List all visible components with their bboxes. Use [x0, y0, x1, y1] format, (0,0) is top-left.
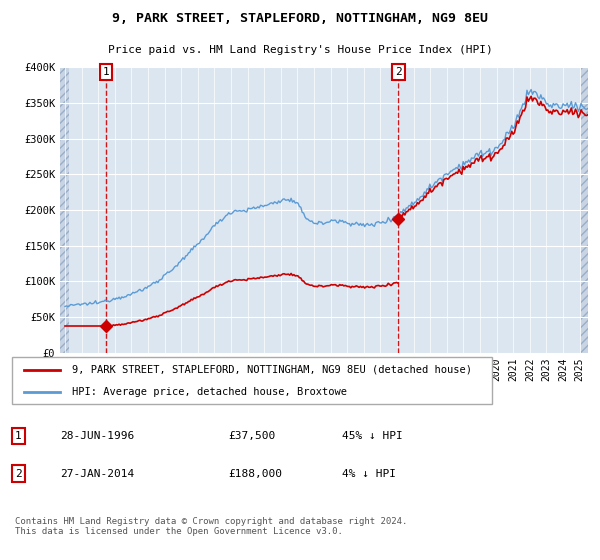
Text: 1: 1	[15, 431, 22, 441]
Text: 27-JAN-2014: 27-JAN-2014	[60, 469, 134, 479]
Text: 9, PARK STREET, STAPLEFORD, NOTTINGHAM, NG9 8EU: 9, PARK STREET, STAPLEFORD, NOTTINGHAM, …	[112, 12, 488, 25]
Text: 9, PARK STREET, STAPLEFORD, NOTTINGHAM, NG9 8EU (detached house): 9, PARK STREET, STAPLEFORD, NOTTINGHAM, …	[72, 365, 472, 375]
Text: 45% ↓ HPI: 45% ↓ HPI	[342, 431, 403, 441]
Text: 4% ↓ HPI: 4% ↓ HPI	[342, 469, 396, 479]
Text: 2: 2	[395, 67, 402, 77]
Text: Contains HM Land Registry data © Crown copyright and database right 2024.
This d: Contains HM Land Registry data © Crown c…	[15, 517, 407, 536]
FancyBboxPatch shape	[12, 357, 492, 404]
Text: Price paid vs. HM Land Registry's House Price Index (HPI): Price paid vs. HM Land Registry's House …	[107, 45, 493, 55]
Text: 2: 2	[15, 469, 22, 479]
Text: £37,500: £37,500	[228, 431, 275, 441]
Text: HPI: Average price, detached house, Broxtowe: HPI: Average price, detached house, Brox…	[72, 387, 347, 397]
Text: 28-JUN-1996: 28-JUN-1996	[60, 431, 134, 441]
Text: 1: 1	[103, 67, 110, 77]
Text: £188,000: £188,000	[228, 469, 282, 479]
